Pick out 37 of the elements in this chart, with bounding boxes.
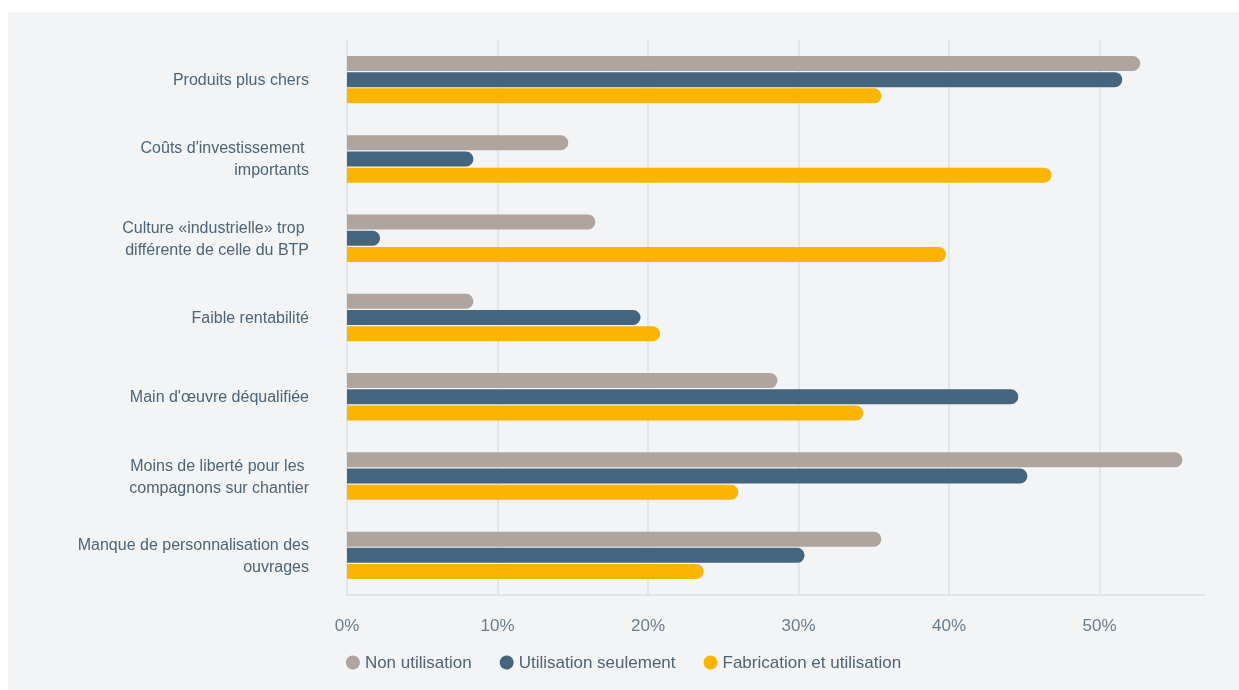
- bar: [347, 452, 1183, 468]
- legend-label: Utilisation seulement: [518, 653, 676, 672]
- y-tick-label: Produits plus chers: [172, 71, 309, 89]
- legend-label: Non utilisation: [364, 653, 472, 672]
- bar: [347, 88, 882, 104]
- bar: [347, 547, 805, 563]
- bar: [347, 468, 1028, 484]
- x-tick-label: 20%: [631, 616, 666, 635]
- x-tick-label: 40%: [932, 616, 967, 635]
- bar: [347, 310, 641, 325]
- y-tick-label: Faible rentabilité: [191, 309, 310, 326]
- y-tick-label: Main d'œuvre déqualifiée: [129, 388, 310, 406]
- bar: [347, 167, 1052, 183]
- x-tick-label: 50%: [1082, 616, 1117, 635]
- y-tick-label: Moins de liberté pour les compagnons sur chantier: [129, 456, 310, 496]
- bar: [347, 135, 569, 151]
- bar: [347, 214, 596, 230]
- bar: [347, 230, 381, 246]
- bar: [347, 293, 474, 309]
- bar: [347, 389, 1019, 405]
- bar: [347, 246, 947, 262]
- bar: [347, 151, 474, 167]
- x-tick-label: 0%: [334, 616, 360, 635]
- bar: [347, 405, 864, 421]
- bar: [347, 564, 704, 580]
- y-tick-label: Culture «industrielle» trop différente de celle du BTP: [122, 218, 309, 258]
- bar: [347, 531, 882, 547]
- bar: [347, 72, 1123, 88]
- bar: [347, 326, 661, 342]
- y-tick-label: Coûts d'investissement importants: [140, 139, 309, 179]
- y-tick-label: Manque de personnalisation des ouvrages: [77, 535, 309, 575]
- x-tick-label: 30%: [781, 616, 816, 635]
- legend-label: Fabrication et utilisation: [722, 653, 902, 672]
- bar: [347, 484, 739, 500]
- bar: [347, 55, 1141, 71]
- x-tick-label: 10%: [480, 616, 515, 635]
- bar: [347, 373, 778, 389]
